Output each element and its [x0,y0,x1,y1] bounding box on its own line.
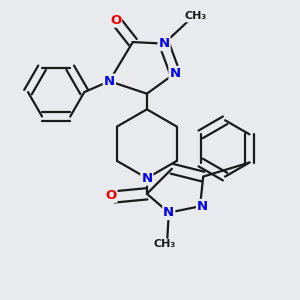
Text: CH₃: CH₃ [184,11,206,21]
Text: O: O [110,14,121,27]
Text: N: N [141,172,152,185]
Text: N: N [163,206,174,219]
Text: N: N [158,37,169,50]
Text: O: O [105,189,116,202]
Text: N: N [197,200,208,213]
Text: CH₃: CH₃ [154,239,176,250]
Text: N: N [104,75,115,88]
Text: N: N [169,67,181,80]
